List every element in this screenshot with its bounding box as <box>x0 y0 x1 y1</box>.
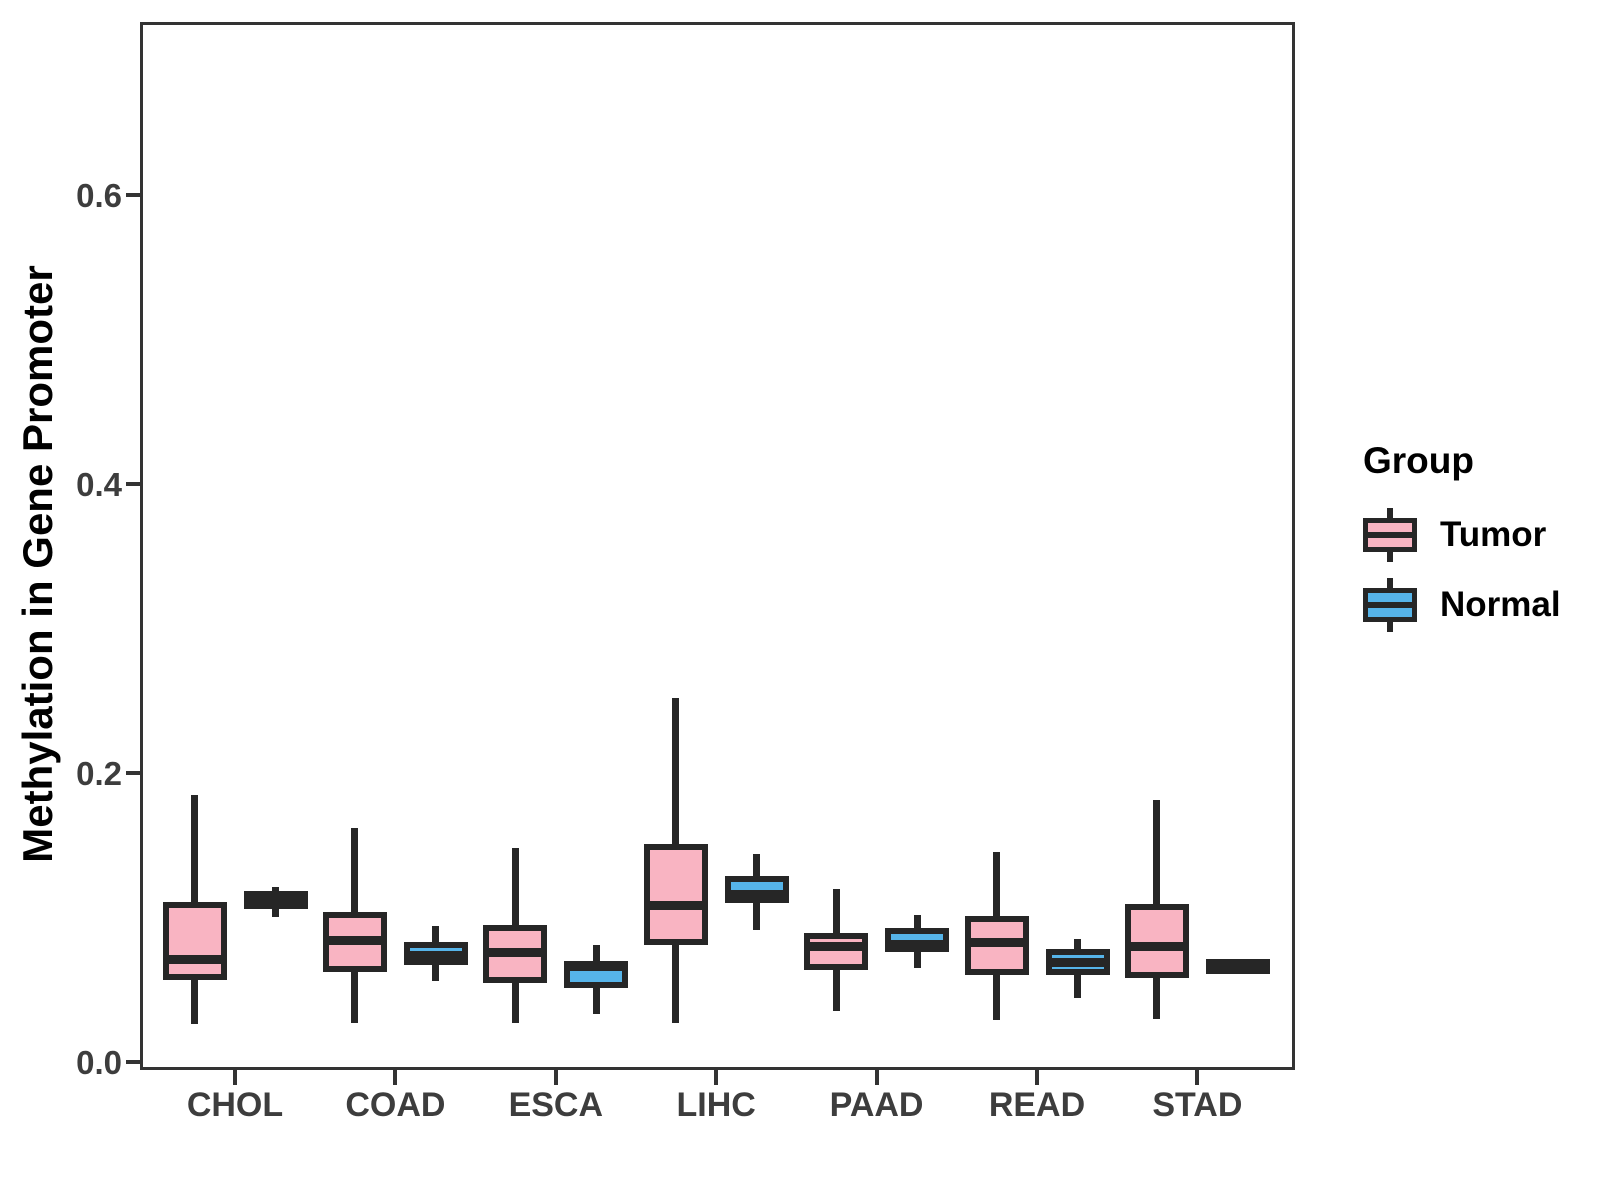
x-tick-label: ESCA <box>508 1086 604 1124</box>
boxplot-median-normal-STAD <box>1205 959 1270 969</box>
legend-entry-normal: Normal <box>1330 570 1590 640</box>
boxplot-median-normal-COAD <box>403 950 468 960</box>
x-tick-label: PAAD <box>829 1086 924 1124</box>
boxplot-median-tumor-COAD <box>322 936 387 946</box>
y-tick-label: 0.2 <box>76 755 122 792</box>
boxplot-median-tumor-LIHC <box>643 901 708 911</box>
x-tick-mark <box>1035 1070 1039 1085</box>
y-tick-label: 0.6 <box>76 177 122 214</box>
boxplot-median-tumor-STAD <box>1124 941 1189 951</box>
x-tick-label: STAD <box>1152 1086 1243 1124</box>
boxplot-box-tumor-LIHC <box>643 843 708 945</box>
boxplot-median-normal-ESCA <box>564 962 629 972</box>
y-tick-label: 0.4 <box>76 466 122 503</box>
legend-label-tumor: Tumor <box>1440 515 1547 554</box>
x-tick-mark <box>233 1070 237 1085</box>
boxplot-median-tumor-READ <box>964 937 1029 947</box>
y-tick-mark <box>126 771 140 775</box>
x-tick-mark <box>393 1070 398 1085</box>
legend-title: Group <box>1363 440 1474 481</box>
x-tick-mark <box>1195 1070 1200 1085</box>
y-tick-mark <box>126 1060 140 1064</box>
boxplot-box-tumor-PAAD <box>804 933 869 970</box>
boxplot-box-tumor-CHOL <box>162 901 227 980</box>
x-tick-mark <box>553 1070 558 1085</box>
legend-entry-tumor: Tumor <box>1330 500 1590 570</box>
boxplot-key-icon <box>1363 508 1417 562</box>
x-tick-label: COAD <box>345 1086 446 1124</box>
legend-label-normal: Normal <box>1440 585 1561 624</box>
legend: Group Tumor Normal <box>1330 440 1590 640</box>
x-tick-mark <box>714 1070 719 1085</box>
boxplot-median-normal-LIHC <box>724 889 789 899</box>
boxplot-median-tumor-CHOL <box>162 954 227 964</box>
legend-median <box>1363 532 1417 538</box>
x-tick-mark <box>874 1070 879 1085</box>
plot-panel <box>140 22 1295 1070</box>
boxplot-box-tumor-STAD <box>1124 904 1189 979</box>
y-axis-title: Methylation in Gene Promoter <box>14 265 61 863</box>
y-tick-label: 0.0 <box>76 1044 122 1081</box>
boxplot-median-normal-READ <box>1045 957 1110 967</box>
boxplot-median-normal-PAAD <box>885 940 950 950</box>
y-tick-mark <box>126 193 140 197</box>
y-tick-mark <box>126 482 140 486</box>
boxplot-median-tumor-PAAD <box>804 941 869 951</box>
x-tick-label: CHOL <box>186 1086 284 1124</box>
legend-median <box>1363 602 1417 608</box>
x-tick-label: LIHC <box>676 1086 756 1124</box>
boxplot-median-normal-CHOL <box>243 895 308 905</box>
x-tick-label: READ <box>988 1086 1086 1124</box>
boxplot-median-tumor-ESCA <box>483 947 548 957</box>
boxplot-key-icon <box>1363 578 1417 632</box>
